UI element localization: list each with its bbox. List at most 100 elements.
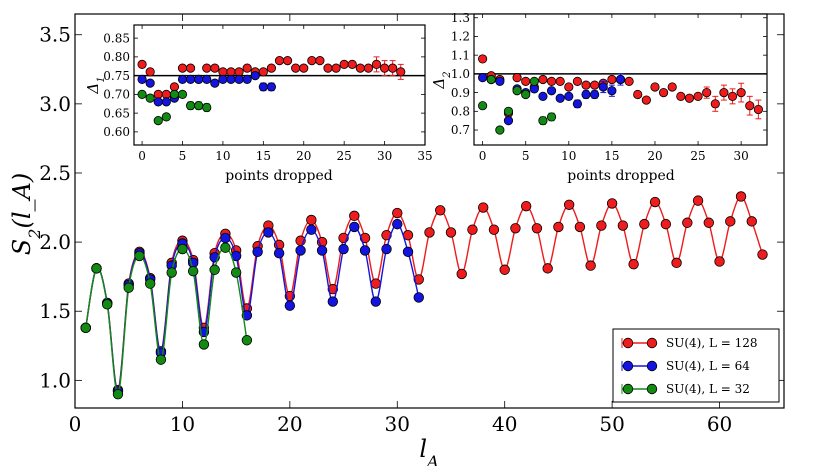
x-tick-label: 25 (337, 149, 352, 163)
data-point (349, 221, 360, 233)
data-point (503, 116, 514, 126)
data-point (185, 74, 196, 84)
data-point (218, 74, 228, 84)
data-point (692, 195, 704, 206)
data-point (230, 267, 242, 278)
y-tick-label: 0.70 (103, 88, 130, 102)
series-line (85, 246, 248, 395)
x-tick-label: 25 (690, 149, 705, 163)
data-point (145, 93, 155, 103)
data-point (676, 91, 686, 101)
data-point (639, 218, 650, 230)
data-point (166, 267, 177, 278)
data-point (693, 91, 703, 101)
data-point (91, 263, 102, 274)
data-point (210, 63, 220, 73)
data-point (714, 256, 725, 267)
y-tick-label: 1.5 (39, 299, 71, 323)
data-point (370, 296, 381, 307)
data-point (628, 259, 639, 270)
data-point (478, 73, 488, 83)
data-point (572, 76, 583, 86)
y-tick-label: 0.80 (103, 50, 130, 64)
x-tick-label: 5 (179, 149, 187, 163)
x-tick-label: 10 (561, 149, 576, 163)
data-point (282, 56, 293, 66)
data-point (650, 82, 660, 92)
x-tick-label: 10 (170, 412, 195, 436)
data-point (242, 74, 252, 84)
data-point (144, 278, 156, 289)
data-point (347, 59, 357, 69)
data-point (596, 220, 607, 231)
legend: SU(4), L = 128 SU(4), L = 64 SU(4), L = 32 (612, 328, 780, 403)
data-point (306, 224, 317, 235)
data-point (392, 218, 403, 230)
legend-label: SU(4), L = 128 (666, 336, 758, 350)
data-point (606, 198, 618, 209)
x-tick-label: 20 (647, 149, 662, 163)
data-point (381, 243, 392, 255)
data-point (521, 89, 531, 100)
data-point (273, 247, 285, 259)
series-2 (80, 242, 253, 400)
data-point (187, 265, 199, 277)
data-point (80, 322, 91, 334)
data-point (112, 388, 124, 400)
data-point (590, 80, 600, 90)
y-tick-label: 0.65 (103, 106, 130, 120)
data-point (349, 210, 360, 222)
data-point (323, 63, 333, 73)
data-point (649, 196, 661, 208)
data-point (241, 335, 253, 346)
data-point (456, 268, 467, 280)
data-point (137, 89, 147, 99)
data-point (137, 74, 147, 84)
data-point (155, 354, 167, 365)
data-point (209, 264, 220, 275)
legend-marker (646, 360, 658, 372)
data-point (555, 93, 565, 103)
plot-frame (74, 13, 785, 409)
data-point (546, 76, 557, 86)
data-point (202, 63, 212, 73)
data-point (402, 246, 414, 257)
data-point (306, 214, 317, 226)
y-tick-label: 0.60 (103, 125, 130, 139)
data-point (710, 99, 720, 109)
y-tick-label: 0.75 (103, 69, 130, 83)
data-point (392, 207, 403, 219)
data-point (658, 88, 669, 98)
data-point (633, 89, 643, 100)
data-point (316, 245, 328, 256)
inset1-panel: 0 5 10 15 20 25 30 35 0.60 0.65 0.70 0.75 0.80 0.85 po… (84, 24, 433, 184)
data-point (371, 59, 382, 69)
data-point (521, 76, 531, 86)
data-point (234, 74, 244, 84)
data-point (161, 112, 171, 122)
data-point (137, 59, 147, 69)
data-point (355, 63, 365, 73)
data-point (252, 246, 263, 257)
data-point (725, 216, 736, 227)
data-point (555, 76, 565, 86)
x-tick-label: 15 (256, 149, 271, 163)
inset1-x-axis-label: points dropped (225, 168, 332, 184)
data-point (538, 74, 548, 85)
x-tick-label: 10 (215, 149, 230, 163)
data-point (263, 227, 274, 238)
data-point (153, 116, 163, 126)
data-point (598, 82, 608, 92)
y-tick-label: 0.7 (451, 123, 470, 137)
legend-marker (622, 337, 634, 349)
x-tick-label: 15 (604, 149, 619, 163)
data-point (185, 63, 196, 73)
legend-marker (622, 360, 634, 372)
data-point (220, 242, 231, 253)
data-point (503, 106, 514, 116)
y-tick-label: 0.85 (103, 31, 130, 45)
data-point (746, 216, 757, 227)
series-2 (137, 89, 212, 126)
series-0 (137, 56, 406, 99)
